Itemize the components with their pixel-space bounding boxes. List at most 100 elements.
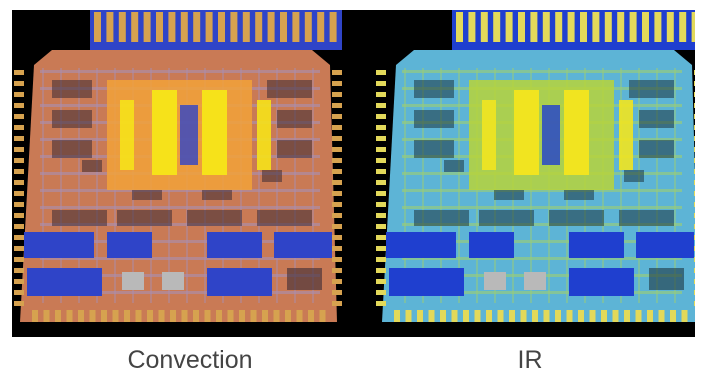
trace-row (402, 189, 682, 192)
edge-pin (376, 147, 386, 152)
cool-zone (469, 232, 514, 258)
bottom-pin (66, 310, 73, 322)
edge-pin (332, 213, 342, 218)
edge-pin (376, 290, 386, 295)
connector-pin (242, 12, 250, 42)
caption-convection: Convection (127, 346, 253, 374)
hotspot (619, 100, 633, 170)
cool-zone (386, 232, 456, 258)
cool-zone (207, 232, 262, 258)
edge-pin (332, 70, 342, 75)
edge-pin (14, 191, 24, 196)
connector-pin (94, 12, 101, 42)
component (414, 80, 454, 98)
component (549, 210, 604, 226)
trace-row (402, 206, 682, 209)
edge-pin (694, 290, 704, 295)
connector-pin (230, 12, 238, 42)
edge-pin (376, 268, 386, 273)
edge-pin (14, 147, 24, 152)
edge-pin (332, 147, 342, 152)
component (494, 190, 524, 200)
connector-pin (218, 12, 225, 42)
edge-pin (332, 169, 342, 174)
component (624, 170, 644, 182)
component (277, 110, 312, 128)
edge-pin (376, 180, 386, 185)
edge-pin (376, 92, 386, 97)
component (639, 110, 674, 128)
hotspot (514, 90, 539, 175)
edge-pin (694, 202, 704, 207)
bottom-pin (204, 310, 211, 322)
edge-pin (14, 224, 24, 229)
edge-pin (14, 125, 24, 130)
bottom-pin (543, 310, 550, 322)
bottom-pin (181, 310, 188, 322)
edge-pin (376, 158, 386, 163)
bottom-pin (635, 310, 642, 322)
hotspot (120, 100, 134, 170)
bottom-pin (43, 310, 50, 322)
edge-pin (376, 125, 386, 130)
component (187, 210, 242, 226)
edge-pin (332, 114, 342, 119)
core-center (180, 105, 198, 165)
edge-pin (332, 92, 342, 97)
component (444, 160, 464, 172)
connector-pin (679, 12, 687, 42)
connector-pin (493, 12, 501, 42)
trace-col (674, 68, 676, 303)
ir-thermal-map (376, 10, 704, 322)
bottom-pin (474, 310, 481, 322)
cool-zone (207, 268, 272, 296)
trace-col (312, 68, 314, 303)
edge-pin (694, 224, 704, 229)
edge-pin (694, 301, 704, 306)
hotspot (257, 100, 271, 170)
component (479, 210, 534, 226)
trace-row (402, 291, 682, 294)
edge-pin (14, 246, 24, 251)
hotspot (202, 90, 227, 175)
edge-pin (14, 290, 24, 295)
edge-pin (332, 246, 342, 251)
trace-col (620, 68, 622, 303)
bottom-pin (89, 310, 96, 322)
bottom-pin (658, 310, 665, 322)
trace-col (440, 68, 442, 303)
connector-pin (654, 12, 662, 42)
chip (649, 268, 684, 290)
connector-pin (592, 12, 600, 42)
bottom-pin (520, 310, 527, 322)
hotspot (482, 100, 496, 170)
edge-pin (376, 169, 386, 174)
edge-pin (14, 279, 24, 284)
edge-pin (376, 81, 386, 86)
edge-pin (376, 246, 386, 251)
edge-pin (694, 279, 704, 284)
bottom-pin (486, 310, 492, 322)
edge-pin (694, 114, 704, 119)
bottom-pin (463, 310, 469, 322)
component (132, 190, 162, 200)
bottom-pin (250, 310, 257, 322)
chip (524, 272, 546, 290)
connector-pin (304, 12, 312, 42)
component (277, 140, 312, 158)
convection-thermal-map (14, 10, 342, 322)
edge-pin (694, 213, 704, 218)
component (267, 80, 312, 98)
connector-pin (292, 12, 300, 42)
edge-pin (694, 235, 704, 240)
component (202, 190, 232, 200)
bottom-pin (262, 310, 268, 322)
connector-pin (205, 12, 213, 42)
edge-pin (332, 202, 342, 207)
bottom-pin (451, 310, 458, 322)
edge-pin (332, 180, 342, 185)
bottom-pin (273, 310, 280, 322)
bottom-pin (32, 310, 38, 322)
connector-pin (617, 12, 625, 42)
bottom-pin (405, 310, 412, 322)
